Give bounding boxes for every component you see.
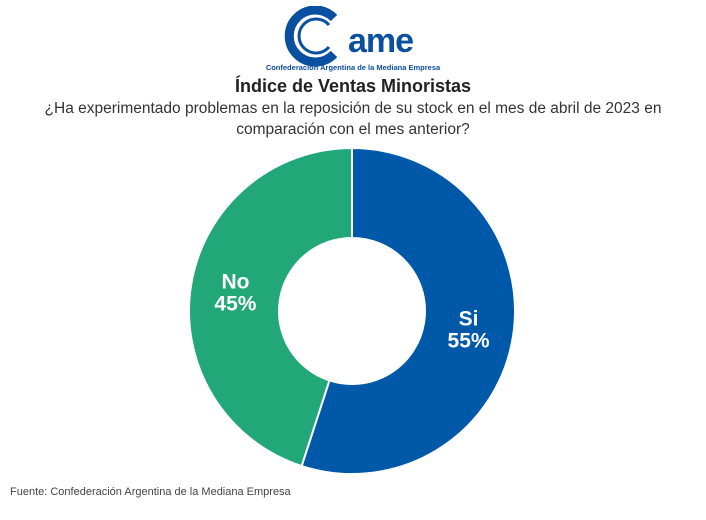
slice-label-no: No 45% <box>214 271 256 316</box>
slice-si <box>300 146 516 475</box>
chart-title: Índice de Ventas Minoristas <box>234 76 472 96</box>
came-logo-mark: ame <box>284 6 414 67</box>
slice-category-si: Si <box>459 307 479 330</box>
svg-text:ame: ame <box>348 22 413 60</box>
slice-value-no: 45% <box>214 293 256 316</box>
slice-category-no: No <box>221 271 249 294</box>
slice-no <box>188 146 353 468</box>
source-note: Fuente: Confederación Argentina de la Me… <box>10 486 291 498</box>
logo-tagline: Confederación Argentina de la Mediana Em… <box>266 63 441 72</box>
came-logo: ame Confederación Argentina de la Median… <box>266 6 441 72</box>
chart-subtitle: ¿Ha experimentado problemas en la reposi… <box>44 100 662 138</box>
slice-label-si: Si 55% <box>448 307 490 352</box>
slice-value-si: 55% <box>448 329 490 352</box>
